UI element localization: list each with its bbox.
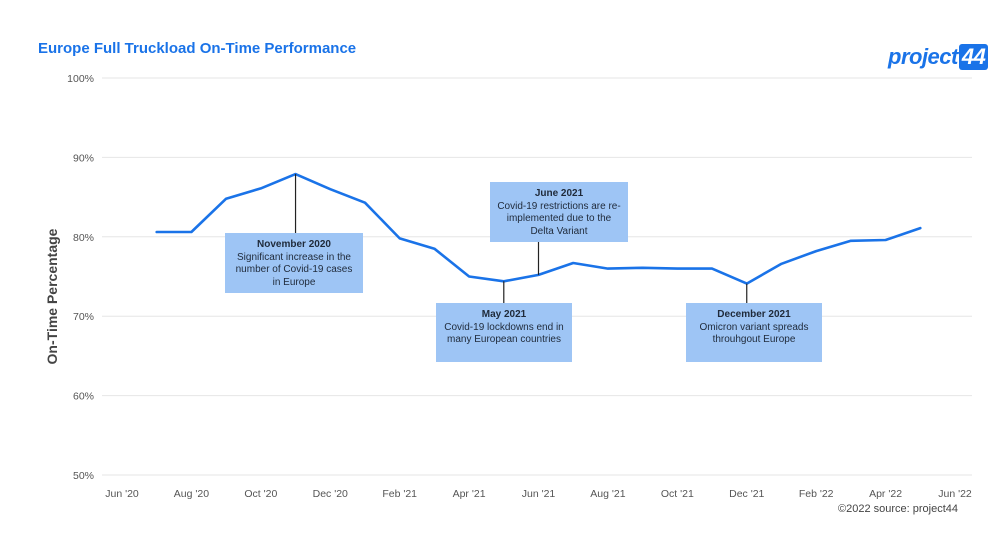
annotation-title: December 2021 bbox=[717, 309, 791, 320]
annotation-may-2021: May 2021 Covid-19 lockdowns end in many … bbox=[436, 303, 572, 362]
annotation-december-2021: December 2021 Omicron variant spreads th… bbox=[686, 303, 822, 362]
annotation-november-2020: November 2020 Significant increase in th… bbox=[225, 233, 363, 293]
x-tick-label: Dec '20 bbox=[313, 488, 348, 500]
annotation-title: May 2021 bbox=[481, 309, 527, 320]
x-tick-label: Oct '20 bbox=[244, 488, 277, 500]
annotation-text: Significant increase in the number of Co… bbox=[235, 251, 353, 288]
annotation-text: Covid-19 restrictions are re-implemented… bbox=[497, 200, 621, 237]
x-tick-label: Jun '22 bbox=[938, 488, 972, 500]
x-tick-label: Dec '21 bbox=[729, 488, 764, 500]
x-tick-label: Oct '21 bbox=[661, 488, 694, 500]
y-tick-label: 70% bbox=[73, 311, 94, 323]
x-tick-label: Feb '22 bbox=[799, 488, 834, 500]
x-tick-label: Apr '21 bbox=[453, 488, 486, 500]
source-note: ©2022 source: project44 bbox=[838, 503, 959, 515]
x-tick-label: Apr '22 bbox=[869, 488, 902, 500]
annotation-title: June 2021 bbox=[534, 188, 584, 199]
y-tick-label: 60% bbox=[73, 391, 94, 403]
y-tick-label: 50% bbox=[73, 470, 94, 482]
y-tick-label: 90% bbox=[73, 152, 94, 164]
annotation-title: November 2020 bbox=[257, 239, 331, 250]
x-tick-label: Jun '21 bbox=[522, 488, 556, 500]
logo-text: project bbox=[888, 44, 958, 69]
annotation-june-2021: June 2021 Covid-19 restrictions are re-i… bbox=[490, 182, 628, 242]
logo-number: 44 bbox=[958, 44, 989, 70]
x-tick-label: Aug '20 bbox=[174, 488, 209, 500]
y-axis-label: On-Time Percentage bbox=[44, 228, 60, 364]
x-tick-label: Feb '21 bbox=[382, 488, 417, 500]
project44-logo: project 44 bbox=[888, 44, 989, 70]
x-tick-label: Jun '20 bbox=[105, 488, 139, 500]
y-tick-label: 80% bbox=[73, 232, 94, 244]
chart-title: Europe Full Truckload On-Time Performanc… bbox=[38, 40, 357, 57]
x-tick-label: Aug '21 bbox=[590, 488, 625, 500]
annotation-text: Omicron variant spreads throuhgout Europ… bbox=[699, 321, 809, 346]
y-tick-label: 100% bbox=[67, 73, 94, 85]
annotation-text: Covid-19 lockdowns end in many European … bbox=[444, 321, 564, 346]
